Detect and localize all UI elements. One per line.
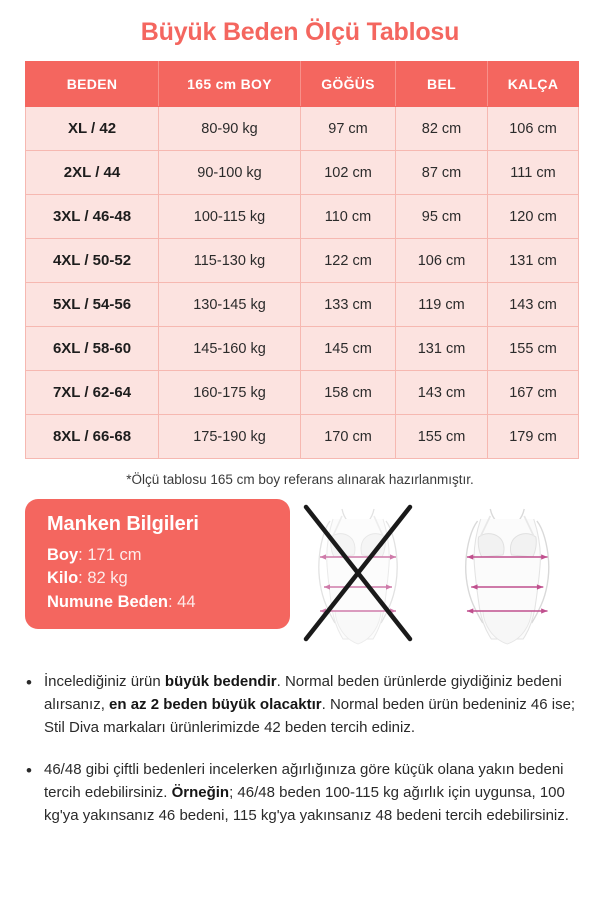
model-weight-value: : 82 kg (78, 569, 128, 588)
cell-kalca: 120 cm (487, 194, 579, 239)
model-info-section: Manken Bilgileri Boy: 171 cm Kilo: 82 kg… (0, 499, 600, 649)
cell-kalca: 155 cm (487, 326, 579, 371)
body-measurement-illustrations (303, 504, 550, 645)
note-text-part: ; 46/48 beden 100-115 kg ağırlık için uy… (44, 784, 569, 824)
cell-bel: 143 cm (395, 370, 488, 415)
cell-boy: 80-90 kg (158, 106, 301, 151)
cell-beden: 6XL / 58-60 (25, 326, 159, 371)
cell-bel: 106 cm (395, 238, 488, 283)
note-text-part: . Normal beden ürünlerde giydiğiniz bede… (44, 673, 562, 713)
cell-bel: 95 cm (395, 194, 488, 239)
table-row: 6XL / 58-60 145-160 kg 145 cm 131 cm 155… (25, 326, 579, 371)
cell-gogus: 145 cm (300, 326, 396, 371)
cell-bel: 82 cm (395, 106, 488, 151)
cell-gogus: 97 cm (300, 106, 396, 151)
note-bold-part: büyük bedendir (164, 673, 277, 690)
cell-kalca: 131 cm (487, 238, 579, 283)
cell-beden: XL / 42 (25, 106, 159, 151)
cell-beden: 2XL / 44 (25, 150, 159, 195)
size-chart-table: BEDEN 165 cm BOY GÖĞÜS BEL KALÇA XL / 42… (25, 61, 579, 459)
cell-kalca: 143 cm (487, 282, 579, 327)
table-row: 8XL / 66-68 175-190 kg 170 cm 155 cm 179… (25, 414, 579, 459)
cell-boy: 100-115 kg (158, 194, 301, 239)
table-header-row: BEDEN 165 cm BOY GÖĞÜS BEL KALÇA (25, 61, 579, 107)
table-row: XL / 42 80-90 kg 97 cm 82 cm 106 cm (25, 106, 579, 151)
cell-gogus: 110 cm (300, 194, 396, 239)
cell-boy: 160-175 kg (158, 370, 301, 415)
cell-boy: 175-190 kg (158, 414, 301, 459)
body-figures (298, 499, 580, 649)
cell-kalca: 111 cm (487, 150, 579, 195)
cross-out-x-icon (303, 504, 413, 642)
note-bold-part: Örneğin (171, 784, 230, 802)
model-info-card: Manken Bilgileri Boy: 171 cm Kilo: 82 kg… (25, 499, 290, 630)
plus-size-figure (464, 508, 550, 645)
cell-beden: 3XL / 46-48 (25, 194, 159, 239)
cell-bel: 155 cm (395, 414, 488, 459)
cell-bel: 119 cm (395, 282, 488, 327)
cell-kalca: 167 cm (487, 370, 579, 415)
table-footnote: *Ölçü tablosu 165 cm boy referans alınar… (126, 472, 474, 487)
model-sample-size-label: Numune Beden (47, 592, 169, 611)
table-row: 4XL / 50-52 115-130 kg 122 cm 106 cm 131… (25, 238, 579, 283)
note-text-part: İncelediğiniz ürün (44, 673, 165, 690)
model-weight-label: Kilo (47, 569, 79, 588)
model-weight-row: Kilo: 82 kg (47, 567, 290, 590)
column-header-gogus: GÖĞÜS (300, 61, 396, 107)
cell-boy: 115-130 kg (158, 238, 301, 283)
cell-beden: 8XL / 66-68 (25, 414, 159, 459)
table-row: 7XL / 62-64 160-175 kg 158 cm 143 cm 167… (25, 370, 579, 415)
note-text-part: . Normal beden ürün bedeniniz 46 ise; St… (44, 695, 576, 736)
column-header-kalca: KALÇA (487, 61, 579, 107)
cell-gogus: 158 cm (300, 370, 396, 415)
cell-gogus: 170 cm (300, 414, 396, 459)
model-height-label: Boy (47, 546, 79, 564)
column-header-bel: BEL (395, 61, 488, 107)
model-sample-size-value: : 44 (168, 592, 196, 611)
cell-gogus: 102 cm (300, 150, 396, 195)
cell-beden: 5XL / 54-56 (25, 282, 159, 327)
table-row: 5XL / 54-56 130-145 kg 133 cm 119 cm 143… (25, 282, 579, 327)
column-header-beden: BEDEN (25, 61, 159, 107)
note-item: İncelediğiniz ürün büyük bedendir. Norma… (20, 670, 582, 739)
column-header-boy: 165 cm BOY (158, 61, 301, 107)
cell-bel: 87 cm (395, 150, 488, 195)
note-item: 46/48 gibi çiftli bedenleri incelerken a… (20, 758, 582, 827)
cell-gogus: 133 cm (300, 282, 396, 327)
size-table-container: BEDEN 165 cm BOY GÖĞÜS BEL KALÇA XL / 42… (25, 61, 579, 459)
model-height-value: : 171 cm (78, 546, 142, 564)
cell-kalca: 179 cm (487, 414, 579, 459)
cell-beden: 4XL / 50-52 (25, 238, 159, 283)
note-bold-part: en az 2 beden büyük olacaktır (109, 695, 322, 713)
note-text-part: 46/48 gibi çiftli bedenleri incelerken a… (44, 761, 564, 802)
cell-kalca: 106 cm (487, 106, 579, 151)
cell-boy: 90-100 kg (158, 150, 301, 195)
model-sample-size-row: Numune Beden: 44 (47, 591, 290, 614)
table-row: 3XL / 46-48 100-115 kg 110 cm 95 cm 120 … (25, 194, 579, 239)
size-guidance-notes: İncelediğiniz ürün büyük bedendir. Norma… (20, 670, 582, 828)
model-info-heading: Manken Bilgileri (47, 513, 199, 535)
cell-boy: 145-160 kg (158, 326, 301, 371)
cell-boy: 130-145 kg (158, 282, 301, 327)
cell-bel: 131 cm (395, 326, 488, 371)
table-row: 2XL / 44 90-100 kg 102 cm 87 cm 111 cm (25, 150, 579, 195)
page-title: Büyük Beden Ölçü Tablosu (140, 18, 460, 46)
cell-gogus: 122 cm (300, 238, 396, 283)
cell-beden: 7XL / 62-64 (25, 370, 159, 415)
model-height-row: Boy: 171 cm (47, 544, 290, 567)
